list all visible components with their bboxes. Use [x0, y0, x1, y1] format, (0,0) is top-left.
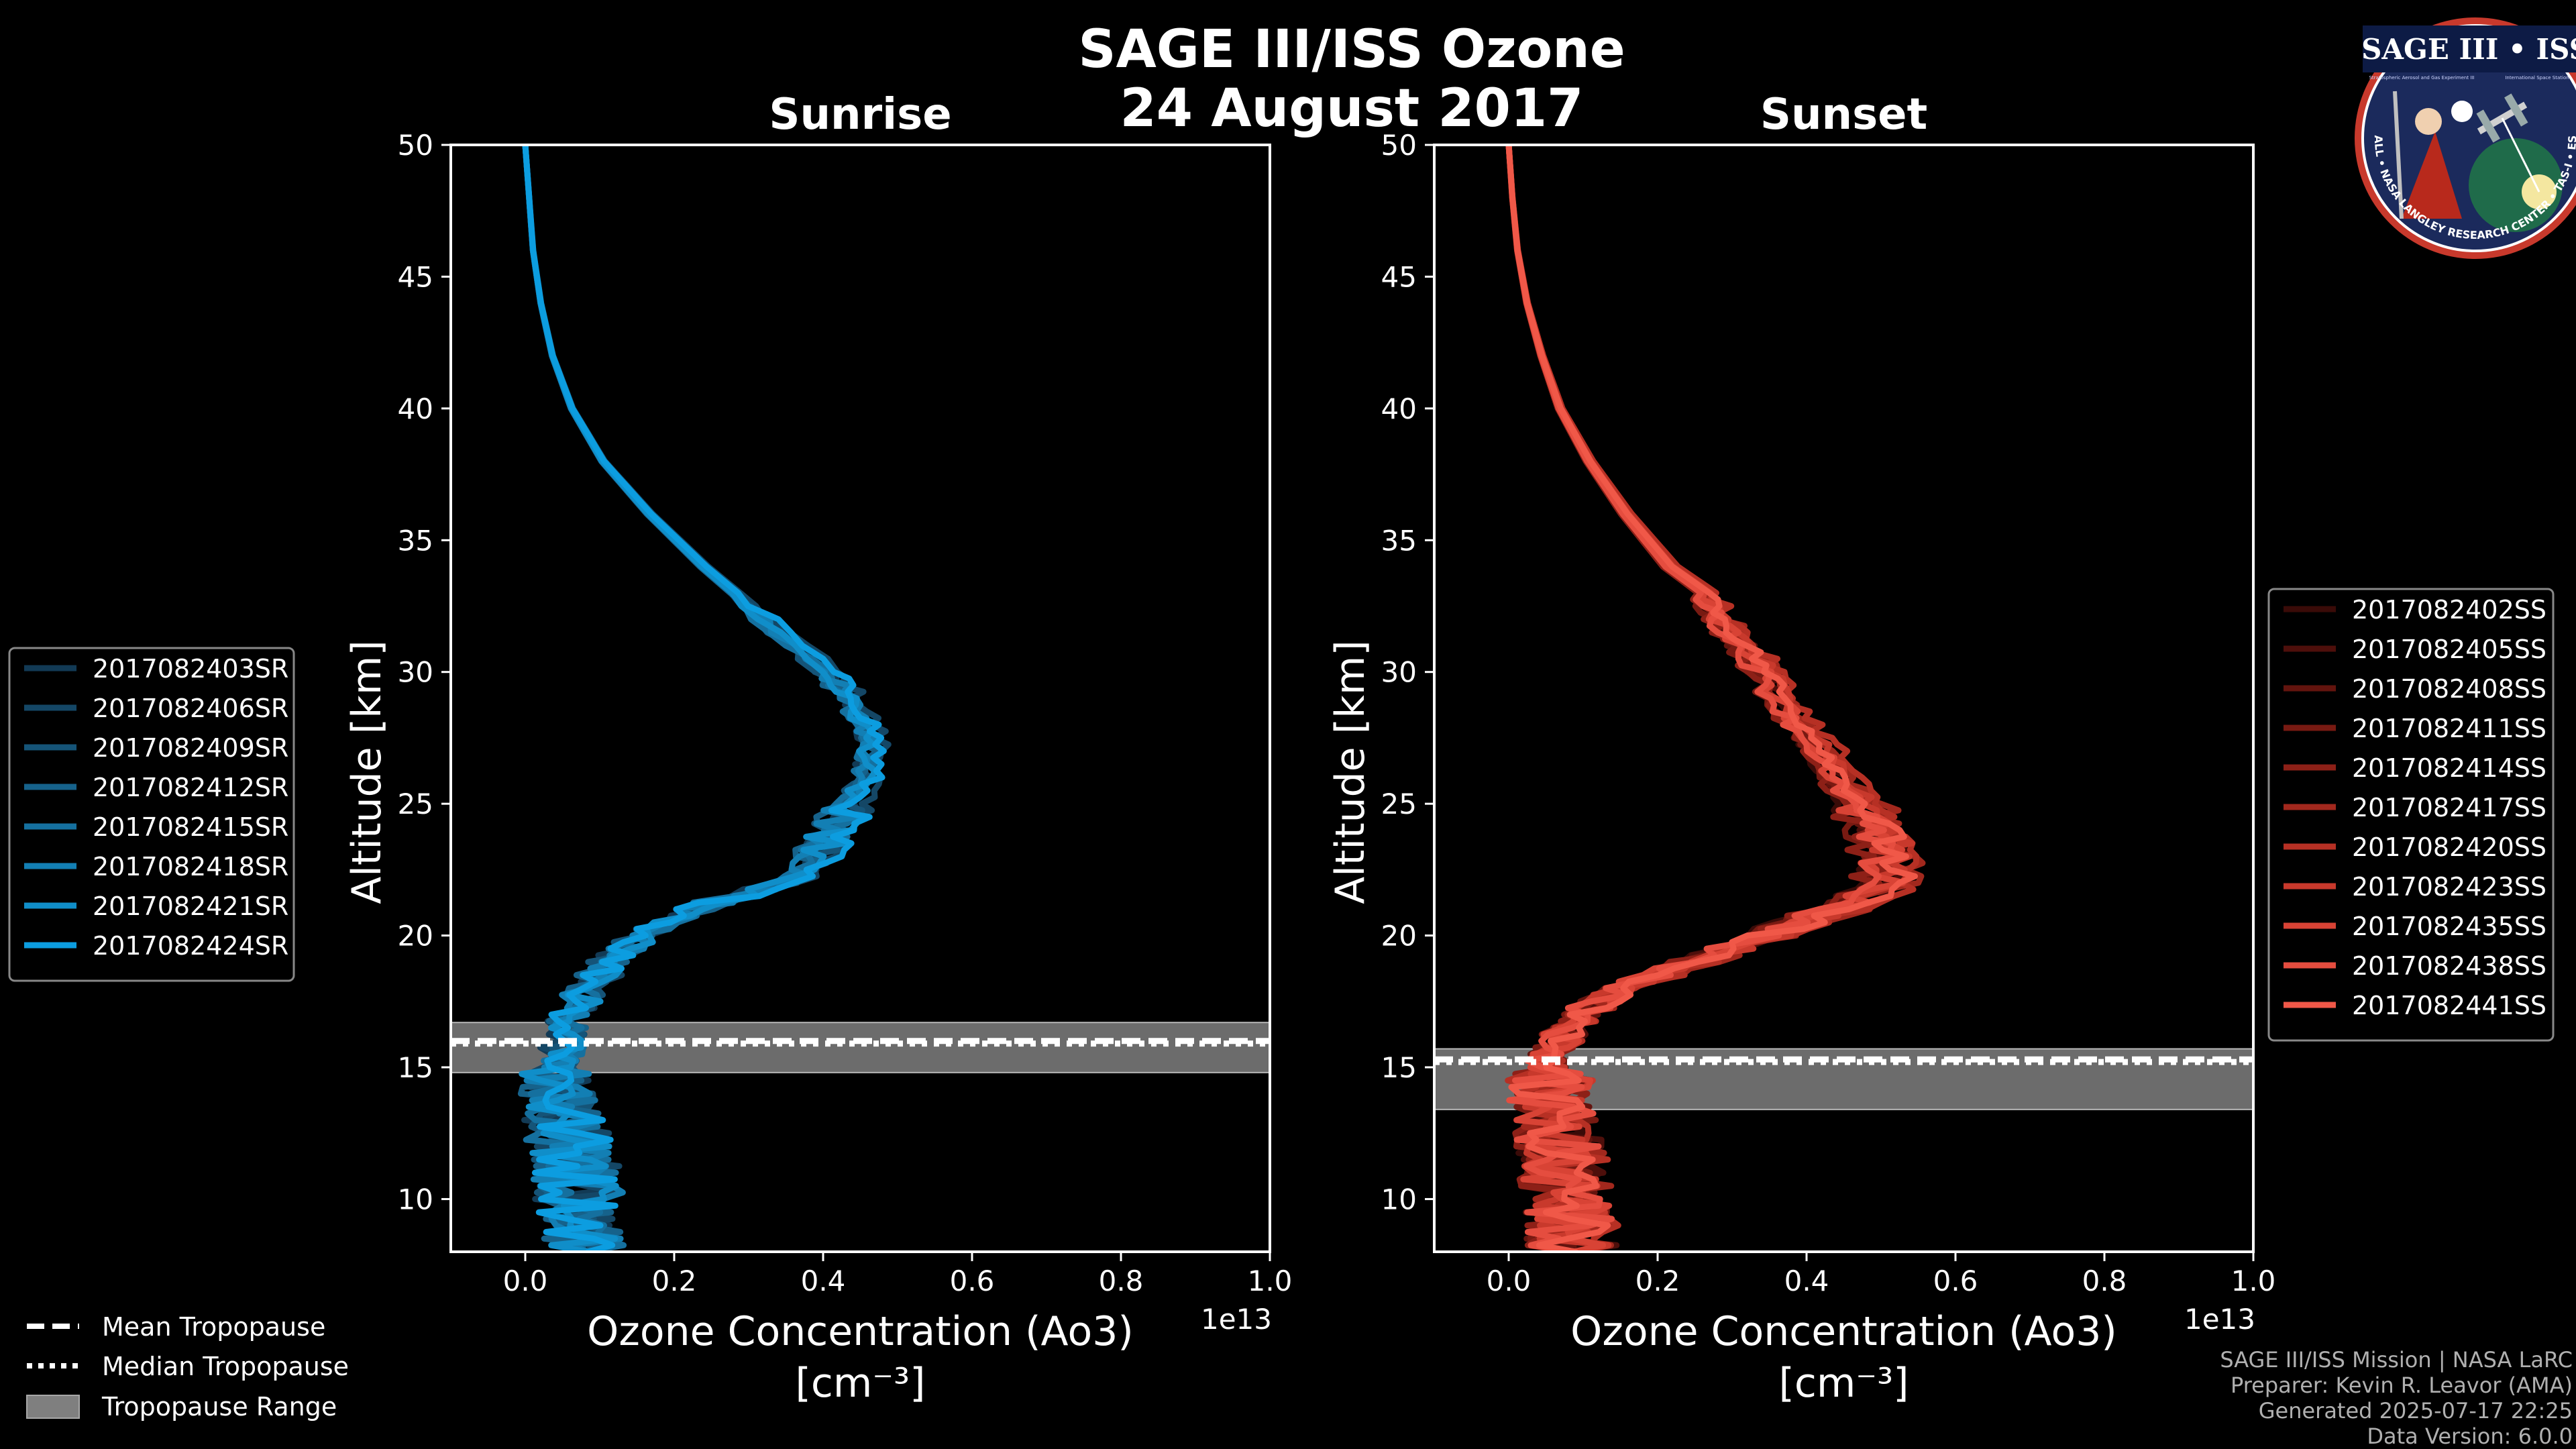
x-tick-label: 0.6: [1933, 1265, 1978, 1297]
legend-entry: 2017082423SS: [2352, 872, 2546, 902]
legend-entry: 2017082402SS: [2352, 595, 2546, 625]
y-axis-label: Altitude [km]: [1327, 640, 1374, 904]
x-axis-units: [cm⁻³]: [796, 1360, 926, 1407]
legend-entry: 2017082405SS: [2352, 635, 2546, 664]
legend-entry: 2017082411SS: [2352, 714, 2546, 743]
x-tick-label: 0.2: [1635, 1265, 1680, 1297]
legend-entry: 2017082412SR: [93, 773, 288, 802]
x-tick-label: 0.8: [2082, 1265, 2127, 1297]
x-tick-label: 0.0: [1487, 1265, 1532, 1297]
legend-entry: 2017082417SS: [2352, 793, 2546, 822]
y-tick-label: 40: [398, 392, 433, 425]
plot-area: [517, 145, 892, 1252]
y-tick-label: 20: [1381, 920, 1417, 953]
sunset-legend: 2017082402SS 2017082405SS 2017082408SS 2017…: [2267, 588, 2555, 1042]
y-tick-label: 15: [1381, 1051, 1417, 1084]
profile-2017082424SR: [522, 145, 887, 1252]
y-tick-label: 25: [1381, 788, 1417, 820]
x-tick-label: 0.0: [503, 1265, 548, 1297]
tropopause-range-label: Tropopause Range: [101, 1392, 337, 1421]
patch-banner: [2363, 25, 2576, 72]
footer-generated: Generated 2025-07-17 22:25: [2259, 1398, 2573, 1424]
x-tick-label: 0.8: [1099, 1265, 1144, 1297]
patch-figure-head: [2415, 108, 2442, 135]
y-tick-label: 40: [1381, 392, 1417, 425]
legend-entry: 2017082415SR: [93, 812, 288, 842]
sunset-panel: 0.0 0.2 0.4 0.6 0.8 1.0 10 15 20 25 30 35 40 45 50 Suns…: [1327, 90, 2275, 1407]
y-tick-label: 15: [398, 1051, 433, 1084]
y-axis-label: Altitude [km]: [343, 640, 390, 904]
patch-moon: [2451, 101, 2473, 122]
panel-title: Sunset: [1760, 90, 1927, 140]
median-tropopause-label: Median Tropopause: [102, 1352, 349, 1381]
tropopause-range-swatch: [26, 1395, 80, 1419]
x-tick-label: 1.0: [2231, 1265, 2276, 1297]
patch-title: SAGE III • ISS: [2361, 33, 2576, 66]
footer-data-version: Data Version: 6.0.0: [2367, 1424, 2573, 1449]
axes-frame: [1433, 144, 2255, 1253]
legend-entry: 2017082414SS: [2352, 753, 2546, 783]
tropopause-legend: Mean Tropopause Median Tropopause Tropop…: [26, 1312, 349, 1421]
profile-2017082441SS: [1505, 145, 1918, 1252]
x-axis-label: Ozone Concentration (Ao3): [1570, 1308, 2117, 1355]
legend-entry: 2017082435SS: [2352, 912, 2546, 941]
legend-box: [2267, 588, 2555, 1042]
legend-entry: 2017082420SS: [2352, 833, 2546, 862]
footer-credits: SAGE III/ISS Mission | NASA LaRC Prepare…: [2220, 1347, 2573, 1449]
plot-area: [1505, 145, 1926, 1252]
footer-mission: SAGE III/ISS Mission | NASA LaRC: [2220, 1347, 2573, 1373]
y-tick-label: 30: [1381, 656, 1417, 689]
legend-entry: 2017082441SS: [2352, 991, 2546, 1020]
axes-frame: [449, 144, 1271, 1253]
patch-figure-robe: [2402, 131, 2462, 219]
x-axis-units: [cm⁻³]: [1779, 1360, 1909, 1407]
y-tick-label: 30: [398, 656, 433, 689]
mission-patch-logo: SAGE III • ISS Stratospheric Aerosol and…: [2355, 17, 2576, 259]
x-axis-label: Ozone Concentration (Ao3): [587, 1308, 1134, 1355]
y-tick-label: 45: [398, 260, 433, 293]
legend-entry: 2017082421SR: [93, 892, 288, 921]
y-tick-label: 10: [398, 1183, 433, 1216]
legend-entry: 2017082403SR: [93, 654, 288, 684]
patch-subtitle-left: Stratospheric Aerosol and Gas Experiment…: [2369, 75, 2474, 80]
patch-subtitle-right: International Space Station: [2505, 75, 2569, 80]
legend-box: [8, 647, 295, 982]
y-tick-label: 25: [398, 788, 433, 820]
x-offset-label: 1e13: [1201, 1303, 1272, 1336]
legend-entry: 2017082406SR: [93, 694, 288, 723]
y-tick-label: 10: [1381, 1183, 1417, 1216]
sunrise-legend: 2017082403SR 2017082406SR 2017082409SR 2017…: [8, 647, 295, 982]
x-tick-label: 0.4: [1784, 1265, 1829, 1297]
x-offset-label: 1e13: [2184, 1303, 2255, 1336]
sunrise-panel: 0.0 0.2 0.4 0.6 0.8 1.0 10 15 20 25 30 35 40 45 50 Sunr…: [343, 90, 1292, 1407]
y-tick-label: 35: [398, 524, 433, 557]
mean-tropopause-label: Mean Tropopause: [102, 1312, 325, 1342]
main-title-line2: 24 August 2017: [1120, 78, 1584, 139]
x-tick-label: 0.2: [652, 1265, 697, 1297]
y-tick-label: 35: [1381, 524, 1417, 557]
y-tick-label: 50: [398, 129, 433, 162]
y-tick-label: 20: [398, 920, 433, 953]
x-tick-label: 0.6: [950, 1265, 995, 1297]
y-tick-label: 45: [1381, 260, 1417, 293]
tropopause-range-band: [450, 1022, 1271, 1073]
footer-preparer: Preparer: Kevin R. Leavor (AMA): [2231, 1373, 2573, 1398]
legend-entry: 2017082418SR: [93, 852, 288, 881]
y-tick-label: 50: [1381, 129, 1417, 162]
patch-figure-staff: [2393, 91, 2404, 219]
x-tick-label: 0.4: [801, 1265, 846, 1297]
patch-beam: [2501, 117, 2540, 193]
panel-title: Sunrise: [769, 90, 951, 140]
legend-entry: 2017082409SR: [93, 733, 288, 763]
legend-entry: 2017082408SS: [2352, 674, 2546, 704]
legend-entry: 2017082424SR: [93, 931, 288, 961]
profile-2017082418SR: [522, 145, 882, 1252]
x-tick-label: 1.0: [1248, 1265, 1293, 1297]
legend-entry: 2017082438SS: [2352, 951, 2546, 981]
main-title-line1: SAGE III/ISS Ozone: [1078, 19, 1625, 80]
